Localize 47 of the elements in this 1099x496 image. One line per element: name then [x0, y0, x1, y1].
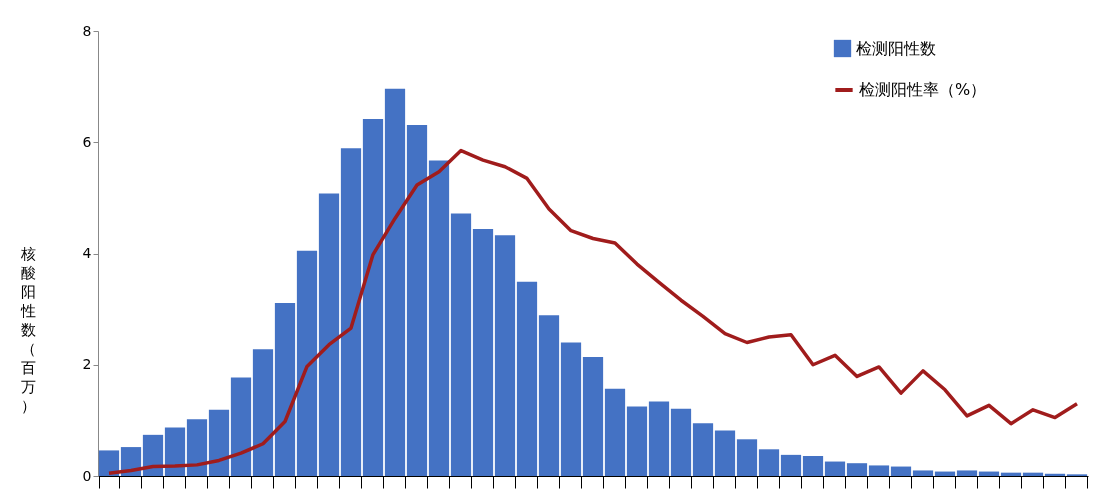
bar [626, 406, 648, 476]
bar [142, 434, 164, 476]
y-tick-label: 0 [82, 467, 92, 484]
bar [648, 401, 670, 476]
bar [890, 466, 912, 476]
y-tick-label: 2 [82, 356, 92, 373]
bar [274, 303, 296, 476]
bar [582, 356, 604, 476]
bar [186, 419, 208, 476]
legend-label: 检测阳性数 [856, 38, 936, 58]
bar [384, 88, 406, 476]
bar [296, 250, 318, 476]
y-tick-label: 8 [82, 22, 92, 39]
bar [164, 427, 186, 476]
bar [846, 463, 868, 476]
bar [428, 160, 450, 476]
text: 核酸阳性数（百万） [21, 244, 36, 415]
y-tick-label: 4 [82, 245, 92, 261]
bar [560, 342, 582, 476]
bar [802, 455, 824, 476]
bar [208, 409, 230, 476]
bar [230, 377, 252, 476]
bar [736, 439, 758, 476]
bar [472, 229, 494, 476]
bar [340, 148, 362, 476]
bar [758, 449, 780, 476]
bar [912, 470, 934, 476]
bar [956, 470, 978, 476]
bar [252, 349, 274, 476]
bar [604, 388, 626, 476]
y-tick-label: 6 [82, 133, 92, 150]
line-series [107, 148, 1079, 475]
bar [868, 465, 890, 476]
bar [362, 118, 384, 476]
bar [714, 430, 736, 476]
bar [516, 281, 538, 476]
bar [494, 235, 516, 476]
bar [692, 423, 714, 476]
bar [824, 461, 846, 476]
bar [98, 450, 120, 476]
legend-label: 检测阳性率（%） [859, 80, 987, 99]
bar [318, 193, 340, 476]
bar [780, 454, 802, 476]
bar [670, 408, 692, 476]
bar [450, 213, 472, 476]
bar [538, 315, 560, 476]
bar [406, 125, 428, 476]
